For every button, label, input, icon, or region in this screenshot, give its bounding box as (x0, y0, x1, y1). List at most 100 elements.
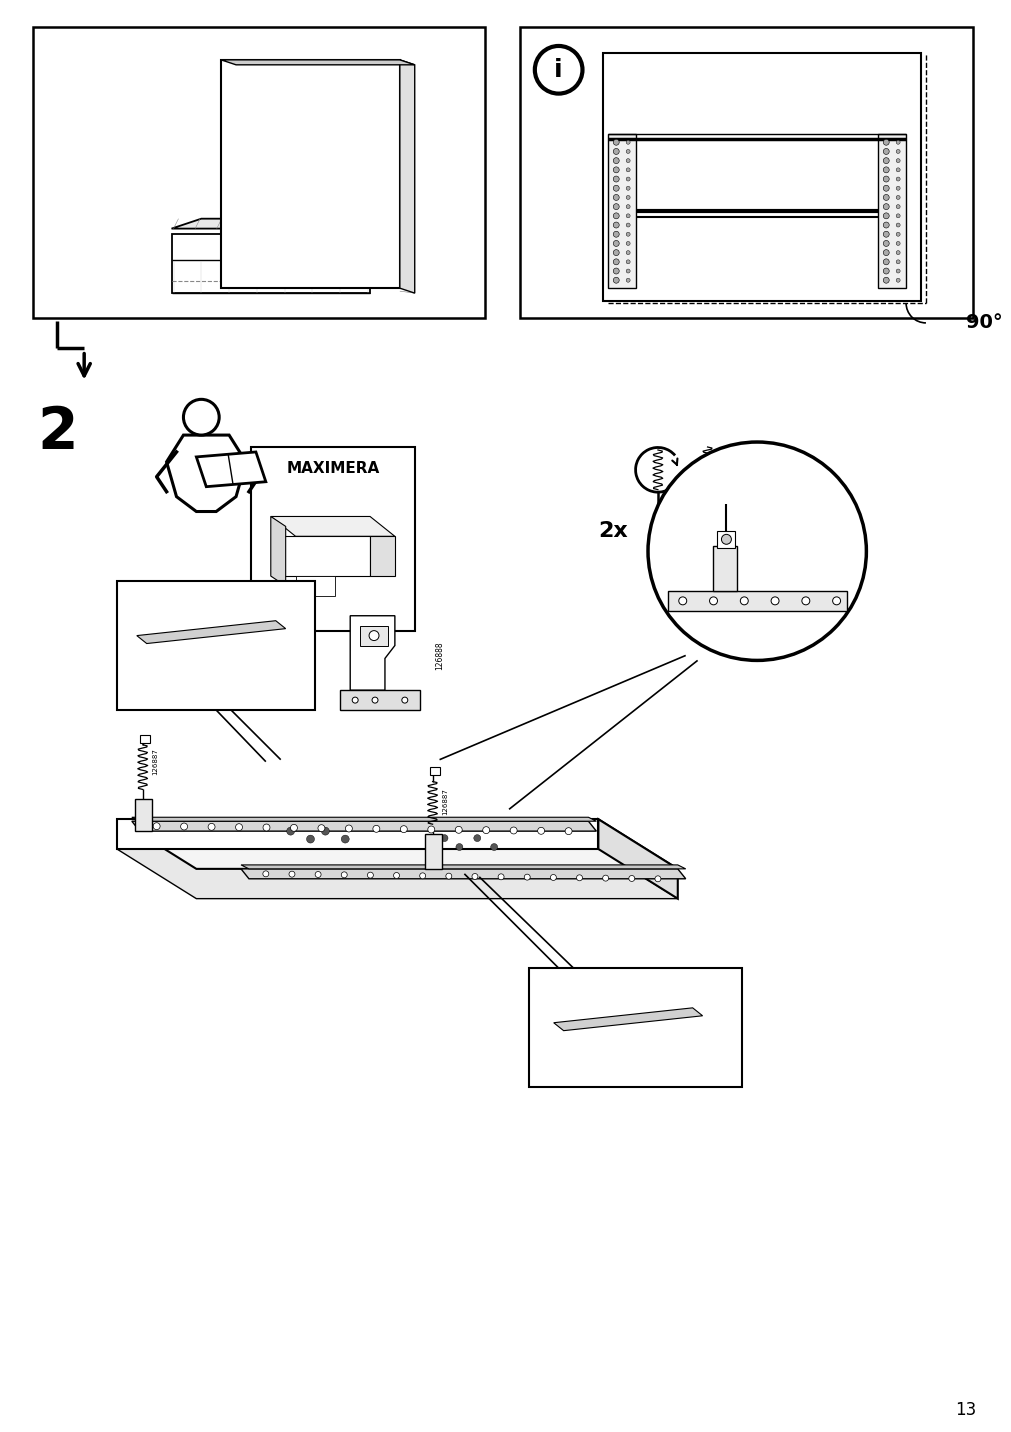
Circle shape (153, 823, 160, 829)
Polygon shape (171, 233, 370, 294)
Circle shape (441, 835, 448, 842)
Polygon shape (171, 219, 379, 229)
Circle shape (306, 835, 314, 843)
Circle shape (263, 823, 270, 831)
Circle shape (372, 825, 379, 832)
Circle shape (456, 843, 462, 851)
Polygon shape (360, 626, 387, 646)
Circle shape (446, 874, 451, 879)
Text: 126887: 126887 (743, 478, 749, 505)
Circle shape (564, 828, 571, 835)
Circle shape (613, 203, 619, 209)
Circle shape (654, 876, 660, 882)
Circle shape (896, 242, 899, 245)
Text: 126887: 126887 (294, 639, 302, 667)
Circle shape (626, 159, 630, 163)
Circle shape (626, 278, 630, 282)
Circle shape (524, 874, 530, 881)
Circle shape (626, 149, 630, 153)
Circle shape (180, 823, 187, 831)
Circle shape (626, 232, 630, 236)
Circle shape (286, 828, 294, 835)
Text: 2x: 2x (598, 521, 628, 541)
Circle shape (613, 249, 619, 255)
Circle shape (208, 823, 214, 831)
Circle shape (510, 828, 517, 833)
Circle shape (263, 871, 269, 876)
Text: i: i (554, 57, 562, 82)
Circle shape (626, 213, 630, 218)
Polygon shape (117, 849, 677, 899)
Circle shape (613, 185, 619, 192)
Circle shape (896, 232, 899, 236)
Polygon shape (350, 616, 394, 690)
Bar (140, 735, 150, 743)
Circle shape (613, 195, 619, 200)
Circle shape (289, 871, 294, 878)
Bar (529, 968, 742, 1087)
Text: IKEA: IKEA (307, 583, 323, 589)
Circle shape (896, 186, 899, 190)
Polygon shape (553, 1008, 702, 1031)
Text: 126888: 126888 (789, 543, 795, 570)
Text: MAXIMERA: MAXIMERA (286, 461, 379, 477)
Circle shape (482, 826, 489, 833)
Bar (878, 135, 905, 288)
Polygon shape (667, 591, 845, 611)
Polygon shape (221, 60, 415, 64)
Polygon shape (717, 531, 735, 548)
Bar (608, 135, 636, 288)
Text: 2: 2 (37, 404, 78, 461)
Circle shape (883, 259, 889, 265)
Circle shape (490, 843, 497, 851)
Text: 126887: 126887 (442, 788, 448, 815)
Bar (430, 766, 439, 775)
Circle shape (896, 278, 899, 282)
Bar (295, 576, 335, 596)
Circle shape (883, 241, 889, 246)
Circle shape (626, 223, 630, 228)
Polygon shape (134, 799, 152, 831)
Polygon shape (117, 819, 677, 869)
Polygon shape (271, 537, 370, 576)
Circle shape (613, 241, 619, 246)
Text: 90°: 90° (964, 314, 1002, 332)
Circle shape (801, 597, 809, 604)
Circle shape (352, 697, 358, 703)
Circle shape (550, 875, 556, 881)
Polygon shape (221, 60, 399, 288)
Circle shape (401, 697, 407, 703)
Circle shape (678, 597, 686, 604)
Polygon shape (271, 517, 394, 537)
Polygon shape (271, 517, 285, 586)
Circle shape (883, 168, 889, 173)
Circle shape (626, 168, 630, 172)
Circle shape (576, 875, 582, 881)
Circle shape (369, 630, 378, 640)
Circle shape (341, 872, 347, 878)
Circle shape (613, 259, 619, 265)
Circle shape (367, 872, 373, 878)
Circle shape (613, 231, 619, 238)
Circle shape (534, 46, 582, 93)
Text: 126887: 126887 (716, 454, 722, 480)
Polygon shape (131, 821, 595, 831)
Circle shape (603, 875, 608, 881)
Circle shape (400, 826, 406, 832)
Circle shape (626, 251, 630, 255)
Circle shape (626, 186, 630, 190)
Bar (117, 581, 315, 710)
Circle shape (883, 278, 889, 284)
Bar (520, 27, 972, 318)
Circle shape (613, 176, 619, 182)
Circle shape (721, 534, 731, 544)
Circle shape (428, 826, 435, 833)
Polygon shape (136, 620, 285, 643)
Circle shape (537, 828, 544, 835)
Polygon shape (598, 819, 677, 899)
Polygon shape (370, 219, 379, 268)
Circle shape (473, 835, 480, 842)
Circle shape (613, 168, 619, 173)
Circle shape (770, 597, 778, 604)
Bar (603, 53, 920, 301)
